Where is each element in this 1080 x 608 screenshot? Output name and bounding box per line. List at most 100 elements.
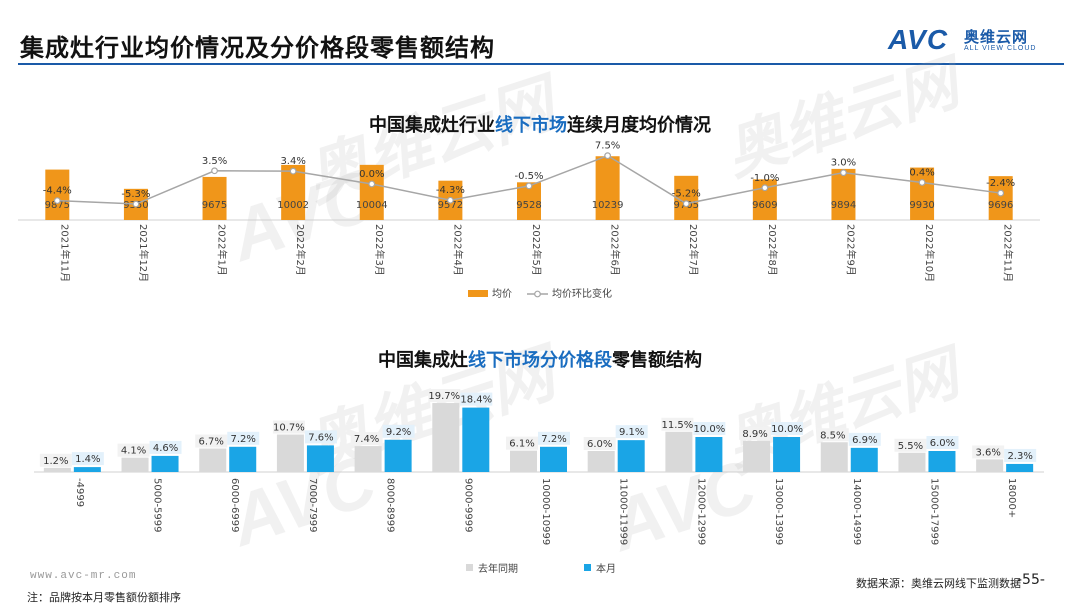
chart2-label-curr-3: 7.6% xyxy=(308,432,333,443)
chart1-bar-label-4: 10004 xyxy=(356,200,388,211)
chart2-label-bg-prev-12 xyxy=(972,445,1005,459)
chart1-line-point-0 xyxy=(53,197,61,205)
chart1-bar-label-6: 9528 xyxy=(516,200,541,211)
chart2-x-tick-9: 13000-13999 xyxy=(773,478,784,545)
chart1-bar-label-3: 10002 xyxy=(277,200,309,211)
chart2-label-bg-curr-12 xyxy=(1004,448,1037,462)
chart1-line-point-10 xyxy=(840,169,847,177)
chart1-x-tick-12: 2022年11月 xyxy=(1002,224,1015,282)
chart2-x-tick-7: 11000-11999 xyxy=(618,478,629,545)
chart1-bar-label-0: 9875 xyxy=(45,200,70,211)
chart2-bar-curr-5 xyxy=(462,407,490,472)
chart1-bar-4 xyxy=(359,164,384,220)
chart2-label-bg-curr-4 xyxy=(382,424,415,438)
chart2-label-prev-1: 4.1% xyxy=(121,446,146,457)
chart2-bar-prev-5 xyxy=(432,403,460,472)
chart2-bar-curr-7 xyxy=(617,440,645,472)
chart1-x-tick-0: 2021年11月 xyxy=(58,224,71,282)
chart2-bar-prev-10 xyxy=(820,442,848,472)
chart2-label-prev-5: 19.7% xyxy=(428,391,460,402)
chart2-title: 中国集成灶线下市场分价格段零售额结构 xyxy=(0,346,1080,372)
chart2-label-bg-prev-9 xyxy=(739,426,772,440)
chart2-bar-curr-6 xyxy=(540,446,567,472)
chart2-label-bg-prev-2 xyxy=(195,434,228,448)
chart1-line-label-11: 0.4% xyxy=(909,167,934,178)
chart1-line-point-9 xyxy=(761,184,769,192)
chart2-label-curr-0: 1.4% xyxy=(75,454,100,465)
chart2-bar-prev-1 xyxy=(121,457,149,472)
chart2-label-bg-prev-1 xyxy=(117,443,150,457)
chart2-label-bg-curr-8 xyxy=(693,422,726,435)
chart2-label-prev-4: 7.4% xyxy=(354,434,379,445)
chart2-label-prev-12: 3.6% xyxy=(975,447,1000,458)
chart2-bar-prev-6 xyxy=(510,450,537,472)
chart2-label-bg-prev-5 xyxy=(428,389,461,403)
chart1-line-label-7: 7.5% xyxy=(595,141,620,152)
chart2-label-curr-5: 18.4% xyxy=(460,395,492,406)
chart2-label-bg-prev-8 xyxy=(661,417,694,431)
chart2-bar-curr-11 xyxy=(928,451,956,472)
chart1-line-point-4 xyxy=(368,180,376,188)
chart1-x-tick-3: 2022年2月 xyxy=(294,224,307,276)
chart2-label-bg-curr-7 xyxy=(615,425,648,439)
chart2-x-tick-3: 7000-7999 xyxy=(307,478,318,533)
chart2-bar-prev-2 xyxy=(199,448,227,472)
chart2-label-bg-curr-6 xyxy=(538,431,570,445)
chart2-bar-curr-9 xyxy=(773,437,801,472)
chart1-legend-label-line: 均价环比变化 xyxy=(552,287,612,300)
chart1-title: 中国集成灶行业线下市场连续月度均价情况 xyxy=(0,111,1080,137)
chart1-line-label-2: 3.5% xyxy=(202,156,227,167)
chart1-line-point-5 xyxy=(446,196,454,204)
chart1-line-point-8 xyxy=(682,200,690,208)
chart2-title-part2: 线下市场分价格段 xyxy=(468,350,612,371)
chart2-bar-prev-11 xyxy=(898,452,926,472)
chart2-x-tick-8: 12000-12999 xyxy=(695,478,706,545)
chart2-label-prev-6: 6.1% xyxy=(509,439,534,450)
chart2-label-prev-3: 10.7% xyxy=(273,423,305,434)
chart1-x-tick-9: 2022年8月 xyxy=(766,224,779,276)
chart2-label-prev-11: 5.5% xyxy=(898,441,923,452)
chart1-bar-7 xyxy=(595,156,620,220)
chart2-label-bg-curr-10 xyxy=(848,432,881,446)
chart2-legend-swatch-prev xyxy=(466,564,473,571)
chart1-x-tick-8: 2022年7月 xyxy=(687,224,700,276)
chart1-legend-label-bar: 均价 xyxy=(492,288,512,300)
logo-avc-text: AVC xyxy=(888,24,949,55)
chart2-bar-prev-8 xyxy=(665,431,693,472)
chart1-line-point-12 xyxy=(997,189,1005,197)
chart1-line-label-6: -0.5% xyxy=(514,171,543,182)
chart2-label-bg-prev-3 xyxy=(272,420,305,434)
chart1-bar-label-7: 10239 xyxy=(592,200,624,211)
chart2-x-tick-5: 9000-9999 xyxy=(462,478,473,533)
chart1-legend-swatch-dot xyxy=(534,290,541,298)
chart2-label-bg-prev-4 xyxy=(350,432,383,446)
chart2-x-tick-4: 8000-8999 xyxy=(385,478,396,533)
chart1-line-label-3: 3.4% xyxy=(280,156,305,167)
chart1-bar-11 xyxy=(910,167,935,220)
chart2-label-bg-curr-2 xyxy=(227,431,260,445)
chart2-x-tick-11: 15000-17999 xyxy=(928,478,939,545)
chart1-bar-label-9: 9609 xyxy=(752,200,777,211)
chart2-label-bg-prev-11 xyxy=(894,438,927,452)
chart2-label-prev-10: 8.5% xyxy=(820,430,845,441)
chart2-label-curr-7: 9.1% xyxy=(619,427,644,438)
chart2-label-bg-curr-3 xyxy=(304,430,337,444)
chart2-x-tick-2: 6000-6999 xyxy=(229,478,240,533)
header-rule xyxy=(18,63,1064,65)
chart2-bar-prev-9 xyxy=(743,440,771,472)
chart2-label-bg-curr-11 xyxy=(926,436,959,449)
chart1-x-tick-4: 2022年3月 xyxy=(373,224,386,276)
chart1-title-part2: 线下市场 xyxy=(495,115,567,136)
chart2-label-prev-2: 6.7% xyxy=(199,437,224,448)
chart1-title-part3: 连续月度均价情况 xyxy=(567,115,711,136)
chart2-legend-swatch-curr xyxy=(584,564,591,571)
chart2-label-bg-curr-5 xyxy=(460,392,493,406)
chart1-line-point-6 xyxy=(525,182,533,190)
chart1-x-tick-10: 2022年9月 xyxy=(844,224,857,276)
chart2-label-bg-prev-7 xyxy=(583,437,616,450)
chart2-title-part3: 零售额结构 xyxy=(612,350,702,371)
avg-price-chart: 9875935096751000210004957295281023997059… xyxy=(18,141,1040,300)
chart2-bar-curr-8 xyxy=(695,437,723,472)
chart1-line-point-11 xyxy=(918,179,926,186)
chart2-label-prev-7: 6.0% xyxy=(587,439,612,450)
